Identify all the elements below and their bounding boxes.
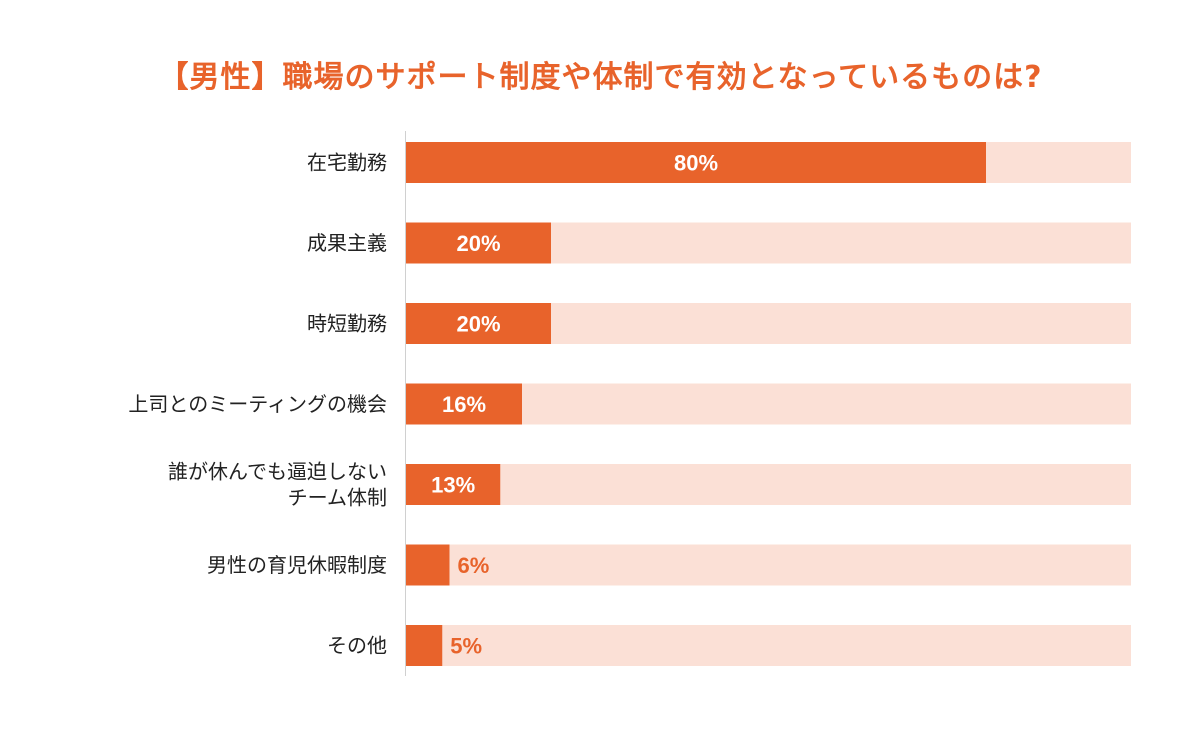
bar-track — [406, 544, 1131, 586]
category-label: 在宅勤務 — [307, 151, 387, 175]
bar-track — [406, 464, 1131, 505]
category-label: チーム体制 — [288, 486, 387, 510]
value-labels: 80% 20% 20% 16% 13% 6% 5% — [431, 151, 718, 659]
value-label: 20% — [456, 231, 500, 256]
bar — [406, 222, 551, 264]
bar-tracks — [406, 142, 1131, 666]
bar — [406, 464, 501, 505]
category-label: 男性の育児休暇制度 — [207, 553, 387, 577]
value-label: 80% — [674, 151, 718, 176]
bar — [406, 544, 450, 586]
bar — [406, 625, 443, 666]
category-label: 上司とのミーティングの機会 — [128, 392, 387, 416]
category-label: 成果主義 — [307, 231, 387, 255]
bar-track — [406, 625, 1131, 666]
bar — [406, 383, 522, 425]
bar — [406, 142, 986, 183]
value-label: 20% — [456, 312, 500, 337]
category-labels: 在宅勤務成果主義時短勤務上司とのミーティングの機会誰が休んでも逼迫しないチーム体… — [128, 151, 387, 658]
bar-track — [406, 383, 1131, 425]
value-label: 13% — [431, 473, 475, 498]
value-label: 16% — [442, 392, 486, 417]
bars — [406, 142, 986, 666]
bar — [406, 303, 551, 344]
chart-title: 【男性】職場のサポート制度や体制で有効となっているものは? — [158, 60, 1043, 95]
category-label: 誰が休んでも逼迫しない — [168, 460, 387, 484]
category-label: 時短勤務 — [307, 312, 387, 336]
value-label: 5% — [450, 634, 482, 659]
value-label: 6% — [458, 553, 490, 578]
category-label: その他 — [327, 634, 387, 658]
